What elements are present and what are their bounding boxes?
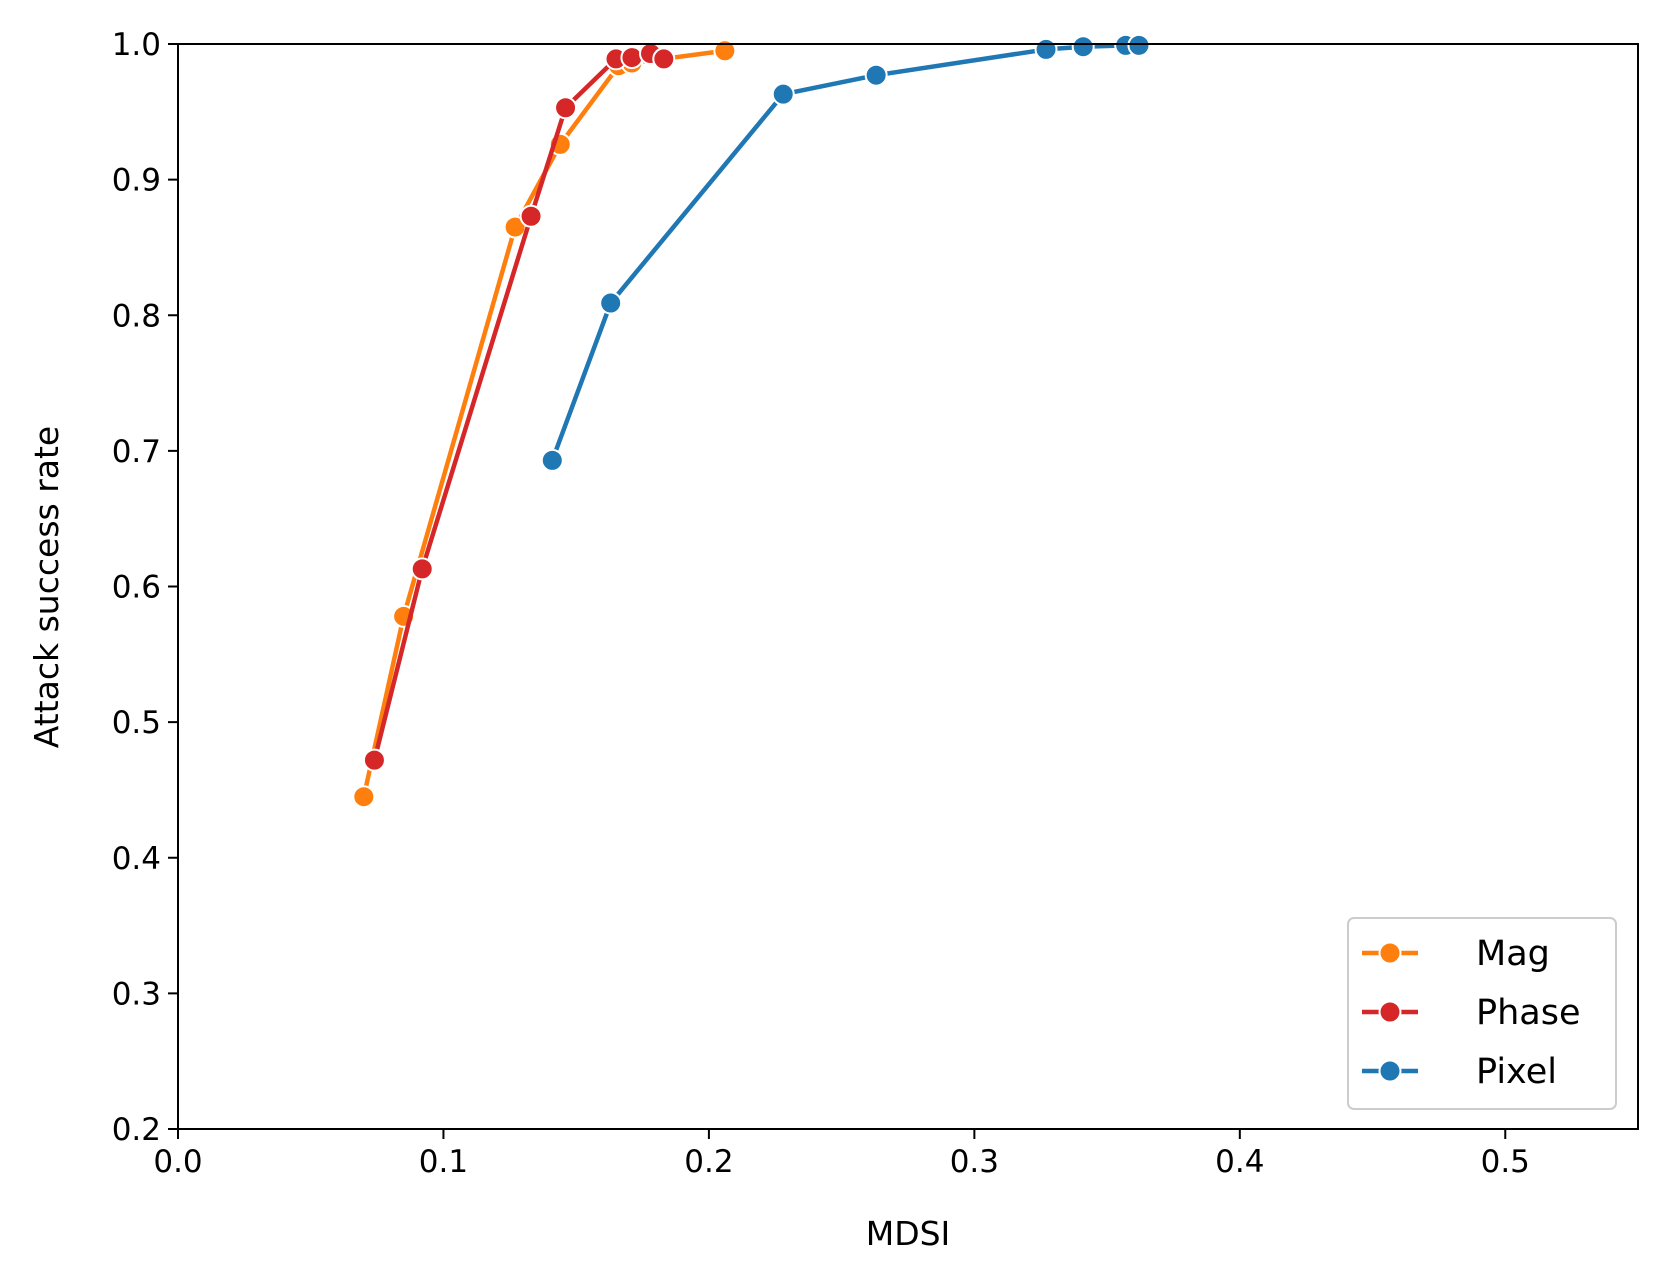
x-tick-label: 0.1: [419, 1144, 468, 1180]
data-point-pixel: [1127, 33, 1151, 57]
data-point-pixel: [864, 63, 888, 87]
legend-label: Phase: [1476, 993, 1581, 1033]
y-axis-label: Attack success rate: [27, 426, 66, 748]
series-phase: [362, 41, 676, 772]
data-point-phase: [519, 204, 543, 228]
series-line-pixel: [550, 43, 1142, 463]
legend-box: [1347, 917, 1617, 1110]
series-line-phase: [372, 51, 667, 763]
data-point-pixel: [599, 291, 623, 315]
data-point-phase: [620, 46, 644, 70]
x-tick-label: 0.0: [153, 1144, 202, 1180]
legend-entry-phase: Phase: [1362, 993, 1581, 1033]
y-tick-label: 0.7: [112, 434, 161, 470]
legend-label: Mag: [1476, 934, 1550, 974]
y-tick-label: 0.3: [112, 976, 161, 1012]
x-axis-label: MDSI: [866, 1214, 951, 1253]
y-tick-label: 0.8: [112, 298, 161, 334]
data-point-mag: [352, 785, 376, 809]
data-point-mag: [713, 39, 737, 63]
data-point-pixel: [771, 82, 795, 106]
series-mag: [352, 39, 737, 809]
legend-marker: [1378, 1059, 1402, 1083]
y-tick-label: 1.0: [112, 27, 161, 63]
data-point-pixel: [540, 448, 564, 472]
data-point-pixel: [1071, 35, 1095, 59]
legend-entry-mag: Mag: [1362, 934, 1550, 974]
x-tick-label: 0.3: [950, 1144, 999, 1180]
legend-label: Pixel: [1476, 1052, 1557, 1092]
y-tick-label: 0.4: [112, 841, 161, 877]
plot-area: [352, 33, 1151, 809]
data-point-phase: [410, 557, 434, 581]
data-point-phase: [362, 748, 386, 772]
y-tick-label: 0.6: [112, 570, 161, 606]
x-tick-label: 0.5: [1481, 1144, 1530, 1180]
x-tick-label: 0.2: [684, 1144, 733, 1180]
data-point-pixel: [1034, 37, 1058, 61]
y-tick-label: 0.2: [112, 1112, 161, 1148]
y-axis-ticks: 0.2 0.3 0.4 0.5 0.6 0.7 0.8 0.9 1.0: [112, 27, 178, 1148]
data-point-phase: [554, 96, 578, 120]
x-axis-ticks: 0.0 0.1 0.2 0.3 0.4 0.5: [153, 1129, 1530, 1180]
legend: Mag Phase Pixel: [1347, 917, 1617, 1110]
series-pixel: [540, 33, 1151, 472]
legend-entry-pixel: Pixel: [1362, 1052, 1557, 1092]
data-point-phase: [652, 47, 676, 71]
legend-marker: [1378, 941, 1402, 965]
x-tick-label: 0.4: [1215, 1144, 1264, 1180]
legend-marker: [1378, 1000, 1402, 1024]
y-tick-label: 0.9: [112, 163, 161, 199]
series-line-mag: [361, 48, 728, 799]
y-tick-label: 0.5: [112, 705, 161, 741]
